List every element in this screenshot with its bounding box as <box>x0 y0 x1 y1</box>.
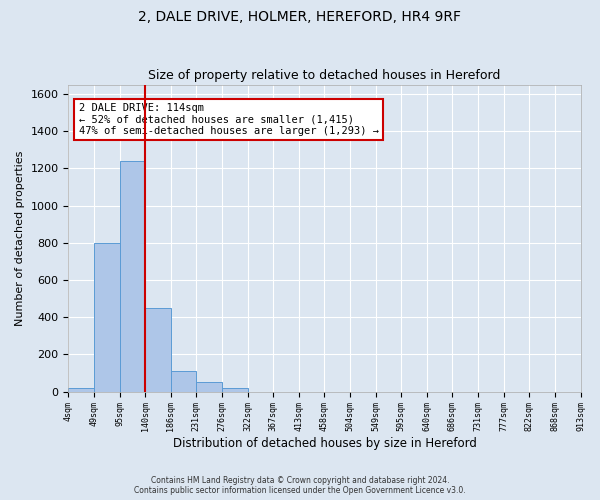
Bar <box>222 388 248 392</box>
Bar <box>145 308 171 392</box>
Text: Contains HM Land Registry data © Crown copyright and database right 2024.
Contai: Contains HM Land Registry data © Crown c… <box>134 476 466 495</box>
Bar <box>171 371 196 392</box>
Y-axis label: Number of detached properties: Number of detached properties <box>15 150 25 326</box>
X-axis label: Distribution of detached houses by size in Hereford: Distribution of detached houses by size … <box>173 437 476 450</box>
Text: 2 DALE DRIVE: 114sqm
← 52% of detached houses are smaller (1,415)
47% of semi-de: 2 DALE DRIVE: 114sqm ← 52% of detached h… <box>79 103 379 136</box>
Text: 2, DALE DRIVE, HOLMER, HEREFORD, HR4 9RF: 2, DALE DRIVE, HOLMER, HEREFORD, HR4 9RF <box>139 10 461 24</box>
Bar <box>94 243 119 392</box>
Bar <box>196 382 222 392</box>
Title: Size of property relative to detached houses in Hereford: Size of property relative to detached ho… <box>148 69 500 82</box>
Bar <box>68 388 94 392</box>
Bar <box>119 161 145 392</box>
